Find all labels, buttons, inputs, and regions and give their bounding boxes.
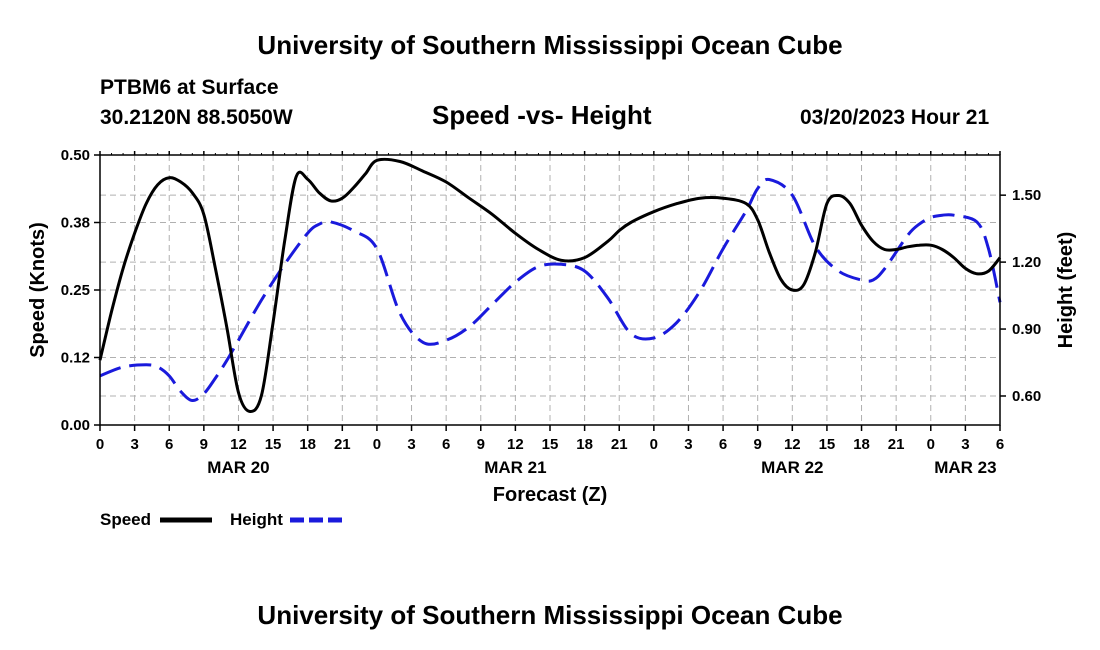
x-tick-label: 15 — [542, 436, 559, 453]
series-lines — [98, 157, 1002, 414]
x-tick-label: 12 — [784, 436, 801, 453]
speed-height-chart: 0 3 6 9 12 15 18 21 0 3 6 9 12 15 18 21 0 3 6 9 12 15 18 21 0 3 6M… — [27, 147, 1077, 529]
y-tick-label: 0.12 — [61, 350, 90, 367]
series-line-height — [99, 177, 1002, 402]
axis-ticks: 0 3 6 9 12 15 18 21 0 3 6 9 12 15 18 21 0 3 6 9 12 15 18 21 0 3 6M… — [61, 147, 1041, 477]
x-tick-label: 9 — [477, 436, 485, 453]
y-tick-label: 0.25 — [61, 282, 90, 299]
x-tick-label: 6 — [442, 436, 450, 453]
x-tick-label: 18 — [299, 436, 316, 453]
x-tick-label: 0 — [96, 436, 104, 453]
y2-axis-title: Height (feet) — [1055, 232, 1077, 349]
x-tick-label: 21 — [888, 436, 905, 453]
x-tick-label: 6 — [165, 436, 173, 453]
x-tick-label: 15 — [819, 436, 836, 453]
legend-height-label: Height — [230, 510, 283, 529]
x-tick-label: 12 — [230, 436, 247, 453]
x-tick-label: 3 — [684, 436, 692, 453]
y-tick-label: 0.50 — [61, 147, 90, 164]
x-tick-label: 18 — [576, 436, 593, 453]
x-tick-label: 21 — [334, 436, 351, 453]
series-line-speed — [98, 157, 1002, 414]
bottom-title: University of Southern Mississippi Ocean… — [257, 600, 843, 630]
top-title: University of Southern Mississippi Ocean… — [257, 30, 843, 60]
x-tick-label: 0 — [650, 436, 658, 453]
x-tick-label: 21 — [611, 436, 628, 453]
x-tick-label: 3 — [407, 436, 415, 453]
x-tick-label: 9 — [754, 436, 762, 453]
y2-tick-label: 0.60 — [1012, 388, 1041, 405]
x-tick-label: 0 — [373, 436, 381, 453]
station-label: PTBM6 at Surface — [100, 76, 279, 99]
y2-tick-label: 1.50 — [1012, 187, 1041, 204]
date-label: MAR 22 — [761, 458, 823, 477]
date-label: MAR 20 — [207, 458, 269, 477]
y2-tick-label: 0.90 — [1012, 321, 1041, 338]
y2-tick-label: 1.20 — [1012, 254, 1041, 271]
datetime-label: 03/20/2023 Hour 21 — [800, 106, 990, 129]
x-tick-label: 6 — [719, 436, 727, 453]
x-tick-label: 0 — [927, 436, 935, 453]
x-tick-label: 18 — [853, 436, 870, 453]
grid-lines — [100, 155, 1000, 425]
x-tick-label: 3 — [961, 436, 969, 453]
x-tick-label: 9 — [200, 436, 208, 453]
legend: Speed Height — [100, 510, 342, 529]
x-axis-title: Forecast (Z) — [493, 484, 607, 506]
y-tick-label: 0.38 — [61, 215, 90, 232]
date-label: MAR 23 — [934, 458, 996, 477]
y-tick-label: 0.00 — [61, 417, 90, 434]
coordinates-label: 30.2120N 88.5050W — [100, 106, 293, 129]
x-tick-label: 6 — [996, 436, 1004, 453]
y-axis-title: Speed (Knots) — [27, 222, 49, 358]
date-label: MAR 21 — [484, 458, 546, 477]
legend-speed-label: Speed — [100, 510, 151, 529]
x-tick-label: 12 — [507, 436, 524, 453]
x-tick-label: 15 — [265, 436, 282, 453]
x-tick-label: 3 — [130, 436, 138, 453]
chart-subtitle: Speed -vs- Height — [432, 100, 652, 130]
